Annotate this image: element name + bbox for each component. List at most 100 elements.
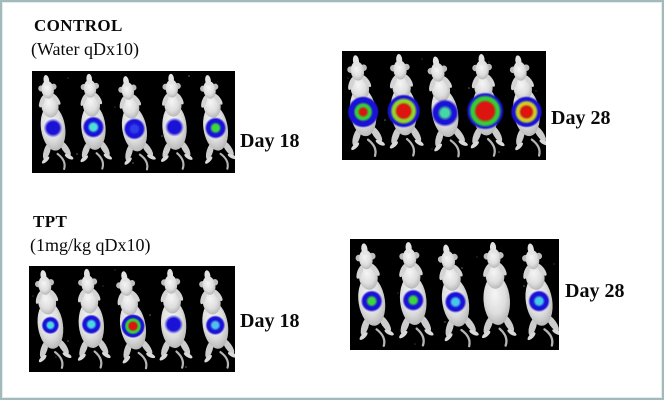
- mouse-tail: [366, 138, 377, 157]
- mouse: [509, 55, 546, 157]
- mouse: [481, 241, 517, 347]
- group-title-control: CONTROL: [34, 16, 123, 35]
- mouse-tail: [56, 152, 66, 170]
- mice-image: [32, 268, 235, 370]
- bioluminescence-signal: [360, 290, 383, 313]
- mouse-body: [483, 275, 510, 325]
- bioluminescence-signal: [466, 92, 505, 131]
- mouse-snout: [205, 75, 211, 86]
- mouse-head: [431, 62, 445, 82]
- mouse: [118, 76, 156, 171]
- mouse: [522, 243, 559, 347]
- mouse-head: [81, 275, 95, 294]
- mouse-snout: [123, 76, 129, 87]
- group-subtitle-control: (Water qDx10): [31, 39, 140, 59]
- mice-image: [38, 73, 235, 171]
- mouse-head: [513, 61, 527, 81]
- mouse-snout: [204, 270, 211, 282]
- bioluminescence-signal: [444, 291, 467, 313]
- mouse: [386, 54, 424, 157]
- bioluminescence-signal: [205, 315, 226, 336]
- mouse: [399, 242, 434, 347]
- mouse-tail: [415, 327, 425, 347]
- day-label-control-day28: Day 28: [551, 107, 611, 129]
- bioluminescence-signal: [120, 314, 146, 339]
- bioluminescence-signal: [347, 95, 380, 128]
- mouse-head: [487, 248, 501, 268]
- mouse: [34, 270, 72, 369]
- mouse-tail: [405, 137, 416, 157]
- mouse-tail: [219, 152, 229, 170]
- bioluminescence-signal: [528, 290, 551, 313]
- bioluminescence-signal: [164, 117, 185, 138]
- mouse: [466, 53, 505, 157]
- mice-panel-control-day18: [32, 71, 235, 173]
- mouse-tail: [137, 351, 148, 370]
- mouse-head: [525, 249, 540, 270]
- mouse-snout: [432, 56, 440, 68]
- mouse-snout: [489, 241, 497, 254]
- mouse-snout: [352, 55, 360, 67]
- mouse-snout: [515, 55, 522, 67]
- mouse-head: [121, 81, 134, 100]
- mouse: [77, 268, 111, 369]
- group-title-tpt: TPT: [33, 212, 68, 231]
- mouse-head: [202, 276, 216, 295]
- mice-panel-control-day28: [342, 51, 546, 160]
- mice-image: [347, 53, 546, 158]
- mouse-tail: [93, 350, 103, 369]
- mouse-tail: [219, 350, 230, 369]
- mouse: [80, 73, 113, 170]
- mouse: [159, 268, 193, 369]
- mouse-snout: [83, 268, 90, 280]
- bioluminescence-signal: [81, 314, 102, 335]
- mouse-tail: [498, 327, 508, 347]
- mouse-head: [393, 60, 407, 80]
- mouse-tail: [95, 152, 105, 170]
- mouse-tail: [486, 137, 496, 157]
- mouse-head: [164, 275, 178, 294]
- mouse-tail: [449, 139, 460, 158]
- mouse-snout: [396, 54, 403, 66]
- mouse-snout: [478, 53, 485, 66]
- mouse-snout: [168, 73, 174, 85]
- mouse: [200, 75, 235, 170]
- bioluminescence-signal: [43, 117, 64, 138]
- mouse: [355, 243, 394, 347]
- bioluminescence-signal: [402, 289, 425, 312]
- mouse-snout: [167, 268, 174, 280]
- mice-panel-tpt-day18: [29, 266, 235, 372]
- mouse-tail: [176, 152, 185, 170]
- mouse-tail: [375, 328, 386, 347]
- bioluminescence-signal: [123, 117, 146, 140]
- bioluminescence-signal: [386, 94, 421, 129]
- mouse-snout: [86, 73, 93, 85]
- mice-panel-tpt-day28: [350, 239, 559, 350]
- mouse-head: [41, 80, 54, 99]
- mouse-head: [475, 60, 489, 80]
- bioluminescence-signal: [430, 98, 459, 127]
- mouse-head: [165, 79, 178, 98]
- mouse-tail: [54, 351, 64, 369]
- mouse-tail: [138, 153, 149, 171]
- mouse: [160, 73, 193, 170]
- mouse-snout: [443, 244, 450, 256]
- mouse-tail: [543, 328, 554, 347]
- mouse: [347, 55, 385, 157]
- mouse-tail: [530, 138, 541, 157]
- day-label-tpt-day28: Day 28: [565, 280, 625, 302]
- bioluminescence-signal: [82, 116, 105, 139]
- day-label-tpt-day18: Day 18: [240, 310, 300, 332]
- bioluminescence-signal: [41, 316, 60, 335]
- mouse: [437, 244, 479, 348]
- mouse-head: [402, 248, 417, 268]
- mouse-snout: [43, 74, 50, 86]
- mice-image: [355, 241, 559, 348]
- mouse-head: [441, 250, 456, 271]
- bioluminescence-signal: [163, 314, 184, 335]
- mouse-head: [119, 277, 133, 296]
- bioluminescence-signal: [510, 95, 543, 128]
- mouse-head: [350, 61, 365, 81]
- mouse-tail: [175, 350, 185, 369]
- mouse-head: [203, 80, 216, 99]
